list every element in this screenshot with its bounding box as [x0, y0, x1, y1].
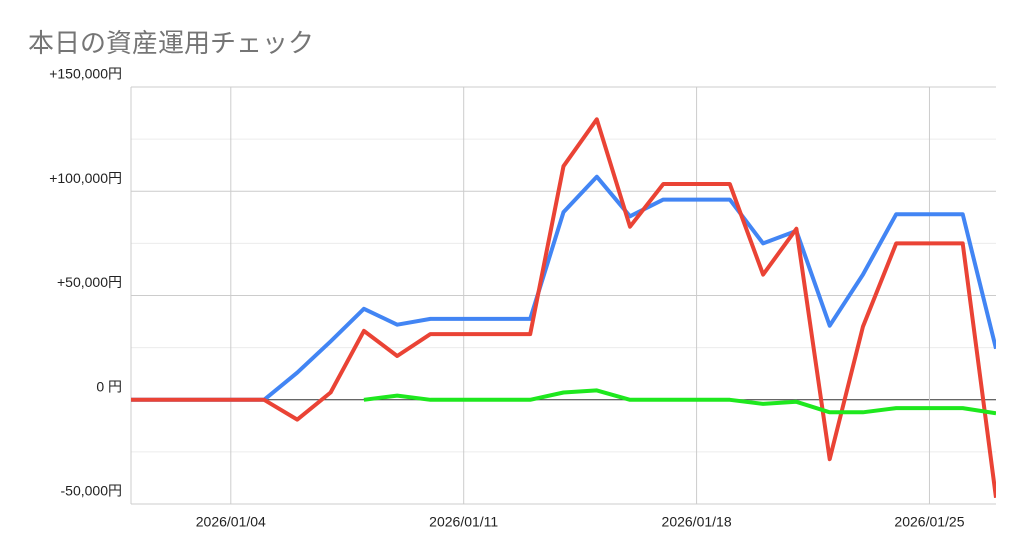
x-tick-label: 2026/01/25	[894, 514, 964, 530]
y-tick-label: +100,000円	[49, 170, 122, 186]
y-tick-label: -50,000円	[61, 483, 122, 499]
y-tick-label: +50,000円	[57, 274, 122, 290]
x-tick-label: 2026/01/18	[662, 514, 732, 530]
series-line	[131, 117, 996, 498]
series-line	[363, 388, 996, 416]
series-line	[131, 174, 996, 402]
y-tick-label: +150,000円	[49, 66, 122, 82]
chart-title: 本日の資産運用チェック	[28, 28, 314, 58]
x-tick-label: 2026/01/04	[196, 514, 266, 530]
y-tick-label: 0 円	[96, 378, 122, 394]
x-tick-label: 2026/01/11	[429, 514, 498, 530]
